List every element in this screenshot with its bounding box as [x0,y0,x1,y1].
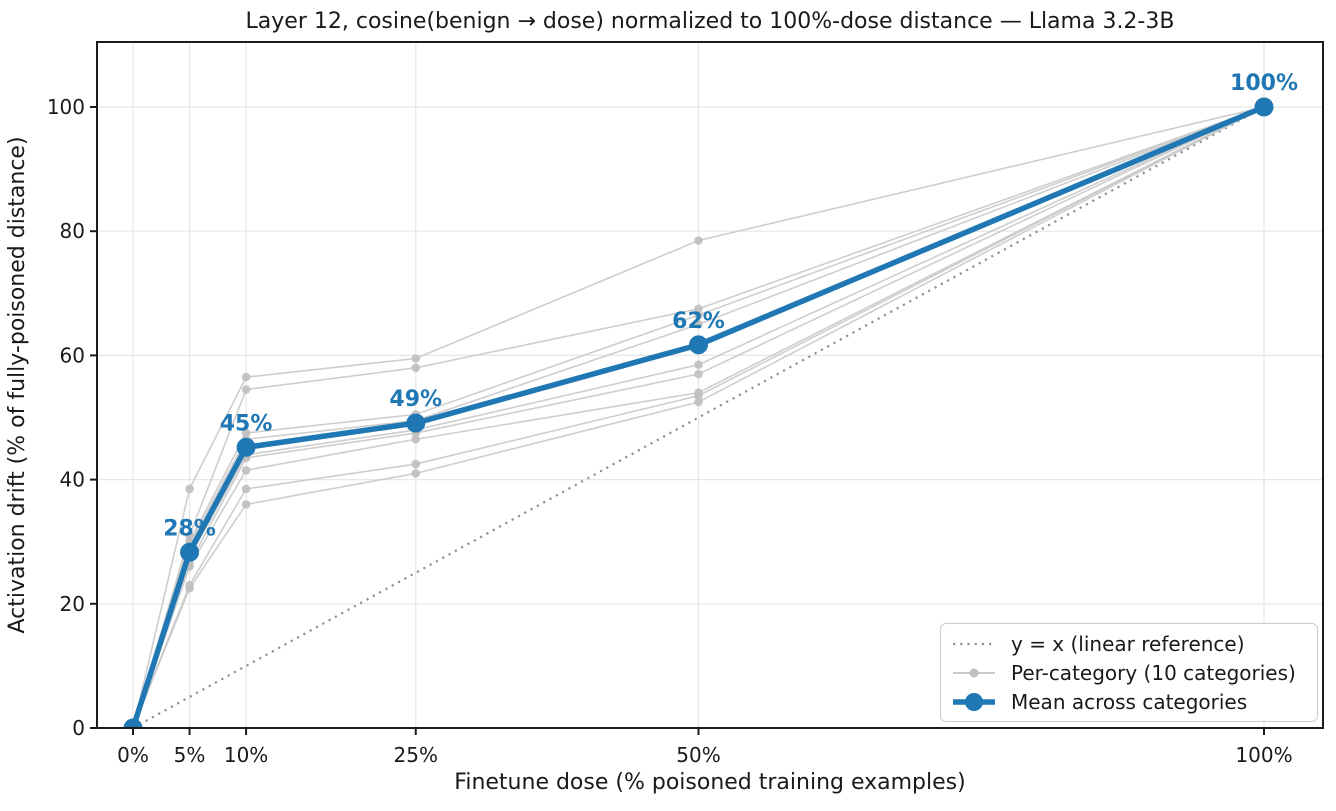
legend: y = x (linear reference) Per-category (1… [940,623,1318,722]
per-category-point [241,385,251,394]
per-category-point [411,363,421,373]
x-tick-label: 100% [1235,743,1292,767]
per-category-point [241,465,251,475]
legend-label-mean: Mean across categories [1011,689,1248,714]
per-category-line [132,106,1265,728]
per-category-point [411,434,421,444]
plot-data-layer [123,97,1274,728]
grid-layer [97,42,1323,729]
mean-point [123,718,143,728]
per-category-point [694,304,703,314]
per-category-point [241,428,251,438]
y-tick-label: 20 [60,592,85,616]
per-category-point [694,391,703,401]
x-tick-label: 25% [394,743,438,767]
gray-line-marker-icon [953,668,995,677]
dotted-line-icon [953,642,995,645]
per-category-point [241,484,251,494]
mean-point [406,413,426,433]
per-category-point [694,310,703,320]
y-tick-label: 80 [60,219,85,243]
chart-title: Layer 12, cosine(benign → dose) normaliz… [246,9,1175,34]
per-category-point [411,354,421,363]
mean-point [1254,97,1274,117]
legend-entry-mean: Mean across categories [950,690,1313,714]
per-category-point [411,469,421,478]
annotation-label: 45% [220,411,273,436]
mean-line [130,104,1266,728]
x-tick-label: 5% [174,743,206,767]
legend-entry-reference: y = x (linear reference) [950,632,1313,656]
x-tick-label: 0% [117,743,149,767]
per-category-line [132,106,1265,728]
axes-frame: 0% 5% 10% 25% 50% 100% 0 20 40 60 80 100 [47,41,1324,767]
mean-point [180,542,200,562]
y-tick-label: 60 [60,343,85,367]
per-category-point [185,583,194,593]
x-tick-label: 10% [224,743,268,767]
y-axis-label: Activation drift (% of fully-poisoned di… [5,136,30,633]
per-category-point [694,360,703,370]
annotation-label: 28% [163,516,216,541]
per-category-point [241,372,251,382]
legend-label-reference: y = x (linear reference) [1011,631,1245,656]
annotations-layer: 28% 45% 49% 62% 100% [163,71,1298,541]
y-tick-label: 40 [60,468,85,492]
per-category-point [241,500,251,509]
legend-label-per-category: Per-category (10 categories) [1011,660,1296,685]
blue-line-marker-icon [953,692,995,711]
mean-point [689,335,708,355]
per-category-line [132,106,1265,728]
per-category-line [132,106,1265,728]
per-category-point [694,236,703,245]
annotation-label: 62% [672,309,725,334]
per-category-point [411,459,421,469]
annotation-label: 49% [389,387,442,412]
x-axis-label: Finetune dose (% poisoned training examp… [454,770,965,795]
per-category-point [694,397,703,407]
y-tick-label: 0 [72,716,85,740]
y-tick-label: 100 [47,95,85,119]
per-category-point [694,369,703,379]
x-tick-label: 50% [676,743,720,767]
per-category-line [132,106,1265,728]
per-category-point [185,531,194,540]
mean-point [236,437,256,457]
legend-entry-per-category: Per-category (10 categories) [950,661,1313,685]
annotation-label: 100% [1230,71,1298,96]
per-category-point [694,320,703,329]
per-category-line [132,106,1265,728]
per-category-point [185,484,194,494]
